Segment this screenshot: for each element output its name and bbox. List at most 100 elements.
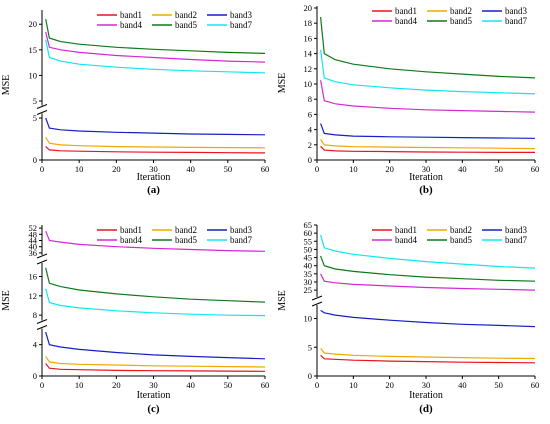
axis-break-mark [36, 259, 48, 265]
legend-label-band4: band4 [120, 235, 142, 245]
x-axis-label: Iteration [137, 172, 171, 183]
x-tick-label: 0 [40, 164, 44, 174]
y-tick-label: 45 [304, 253, 313, 263]
y-tick-label: 12 [29, 291, 38, 301]
x-axis-label: Iteration [409, 172, 443, 183]
legend-label-band5: band5 [450, 235, 472, 245]
series-line-band7 [320, 49, 536, 95]
panel-label: (a) [147, 184, 160, 196]
series-line-band1 [45, 146, 266, 154]
y-tick-label: 2 [308, 140, 312, 150]
legend-label-band1: band1 [120, 10, 142, 20]
series-line-band5 [320, 255, 536, 282]
series-line-band2 [320, 348, 536, 360]
series-line-band1 [45, 363, 266, 372]
panel-label: (b) [419, 184, 433, 196]
y-axis-label: MSE [277, 290, 288, 311]
legend-label-band7: band7 [505, 16, 527, 26]
legend-label-band3: band3 [230, 10, 252, 20]
y-tick-label: 5 [33, 113, 37, 123]
y-tick-label: 10 [304, 79, 313, 89]
x-tick-label: 10 [75, 164, 84, 174]
legend-label-band2: band2 [450, 6, 472, 16]
y-tick-label: 10 [304, 314, 313, 324]
y-tick-label: 36 [29, 248, 38, 258]
y-tick-label: 4 [33, 340, 38, 350]
y-tick-label: 0 [33, 371, 37, 381]
x-tick-label: 20 [112, 164, 121, 174]
y-tick-label: 48 [29, 229, 38, 239]
y-tick-label: 12 [304, 64, 313, 74]
chart-panel-b: 0 2 4 6 8 10 12 14 16 18 20 0 10 20 30 40 50 60 Iteration M… [277, 3, 539, 196]
series-line-band7 [45, 288, 266, 317]
x-tick-label: 20 [112, 380, 121, 390]
y-tick-label: 40 [29, 242, 38, 252]
axis-break-mark [36, 110, 48, 115]
legend-label-band1: band1 [395, 6, 417, 16]
x-tick-label: 60 [261, 164, 270, 174]
x-tick-label: 50 [224, 380, 233, 390]
series-line-band4 [45, 230, 266, 252]
panel-label: (c) [147, 403, 160, 415]
x-tick-label: 0 [315, 380, 319, 390]
x-tick-label: 50 [494, 380, 503, 390]
series-line-band1 [320, 145, 535, 153]
y-tick-label: 16 [29, 272, 38, 282]
axis-break-mark [36, 104, 48, 109]
axis-break-gap [37, 255, 47, 263]
series-line-band2 [45, 136, 266, 149]
x-tick-label: 10 [349, 380, 358, 390]
x-tick-label: 10 [75, 380, 84, 390]
series-line-band4 [45, 31, 266, 63]
x-tick-label: 0 [40, 380, 44, 390]
y-tick-label: 60 [304, 228, 313, 238]
series-line-band1 [320, 354, 536, 364]
x-tick-label: 30 [422, 164, 431, 174]
legend-label-band4: band4 [395, 16, 417, 26]
x-tick-label: 40 [186, 380, 195, 390]
x-tick-label: 20 [385, 164, 394, 174]
legend-label-band2: band2 [175, 10, 197, 20]
series-line-band2 [45, 356, 266, 368]
axis-break-mark [36, 319, 48, 324]
y-tick-label: 52 [29, 223, 38, 233]
y-axis-label: MSE [1, 75, 12, 96]
y-tick-label: 30 [304, 277, 313, 287]
y-tick-label: 18 [304, 18, 313, 28]
legend-label-band5: band5 [175, 235, 197, 245]
y-tick-label: 6 [308, 109, 312, 119]
chart-panel-a: 0 5 5 10 15 20 0 10 20 30 40 50 60 Iteration MSE (a) ban… [1, 10, 269, 196]
y-tick-label: 0 [308, 371, 312, 381]
x-tick-label: 60 [531, 164, 540, 174]
y-tick-label: 50 [304, 244, 313, 254]
y-tick-label: 55 [304, 236, 313, 246]
x-tick-label: 40 [186, 164, 195, 174]
axis-break-gap [37, 320, 47, 329]
x-axis-label: Iteration [137, 390, 171, 401]
y-tick-label: 8 [308, 94, 312, 104]
x-tick-label: 50 [224, 164, 233, 174]
y-tick-label: 44 [29, 236, 38, 246]
y-tick-label: 5 [33, 96, 37, 106]
x-axis-label: Iteration [409, 390, 443, 401]
axis-break-gap [37, 105, 47, 114]
legend-label-band5: band5 [175, 20, 197, 30]
legend-label-band1: band1 [120, 225, 142, 235]
legend-label-band7: band7 [230, 20, 252, 30]
legend-label-band7: band7 [505, 235, 527, 245]
y-tick-label: 5 [308, 342, 312, 352]
legend-label-band4: band4 [395, 235, 417, 245]
y-axis-label: MSE [277, 73, 288, 94]
y-tick-label: 65 [304, 220, 313, 230]
legend-label-band3: band3 [505, 6, 527, 16]
panel-label: (d) [419, 403, 433, 415]
x-tick-label: 30 [149, 164, 158, 174]
y-tick-label: 0 [308, 155, 312, 165]
y-tick-label: 8 [33, 310, 37, 320]
axis-break-mark [311, 295, 323, 301]
legend-label-band4: band4 [120, 20, 142, 30]
x-tick-label: 30 [422, 380, 431, 390]
x-tick-label: 10 [349, 164, 358, 174]
